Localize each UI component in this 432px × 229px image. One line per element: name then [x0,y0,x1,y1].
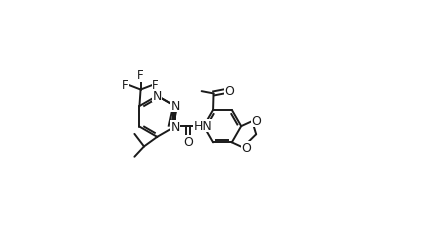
Text: N: N [170,120,180,134]
Text: O: O [183,136,193,149]
Text: O: O [241,142,251,155]
Text: F: F [152,79,159,91]
Text: F: F [137,69,144,82]
Text: HN: HN [194,119,212,132]
Text: O: O [251,115,261,128]
Text: O: O [224,85,234,98]
Text: F: F [122,79,129,91]
Text: N: N [170,100,180,112]
Text: N: N [152,90,162,103]
